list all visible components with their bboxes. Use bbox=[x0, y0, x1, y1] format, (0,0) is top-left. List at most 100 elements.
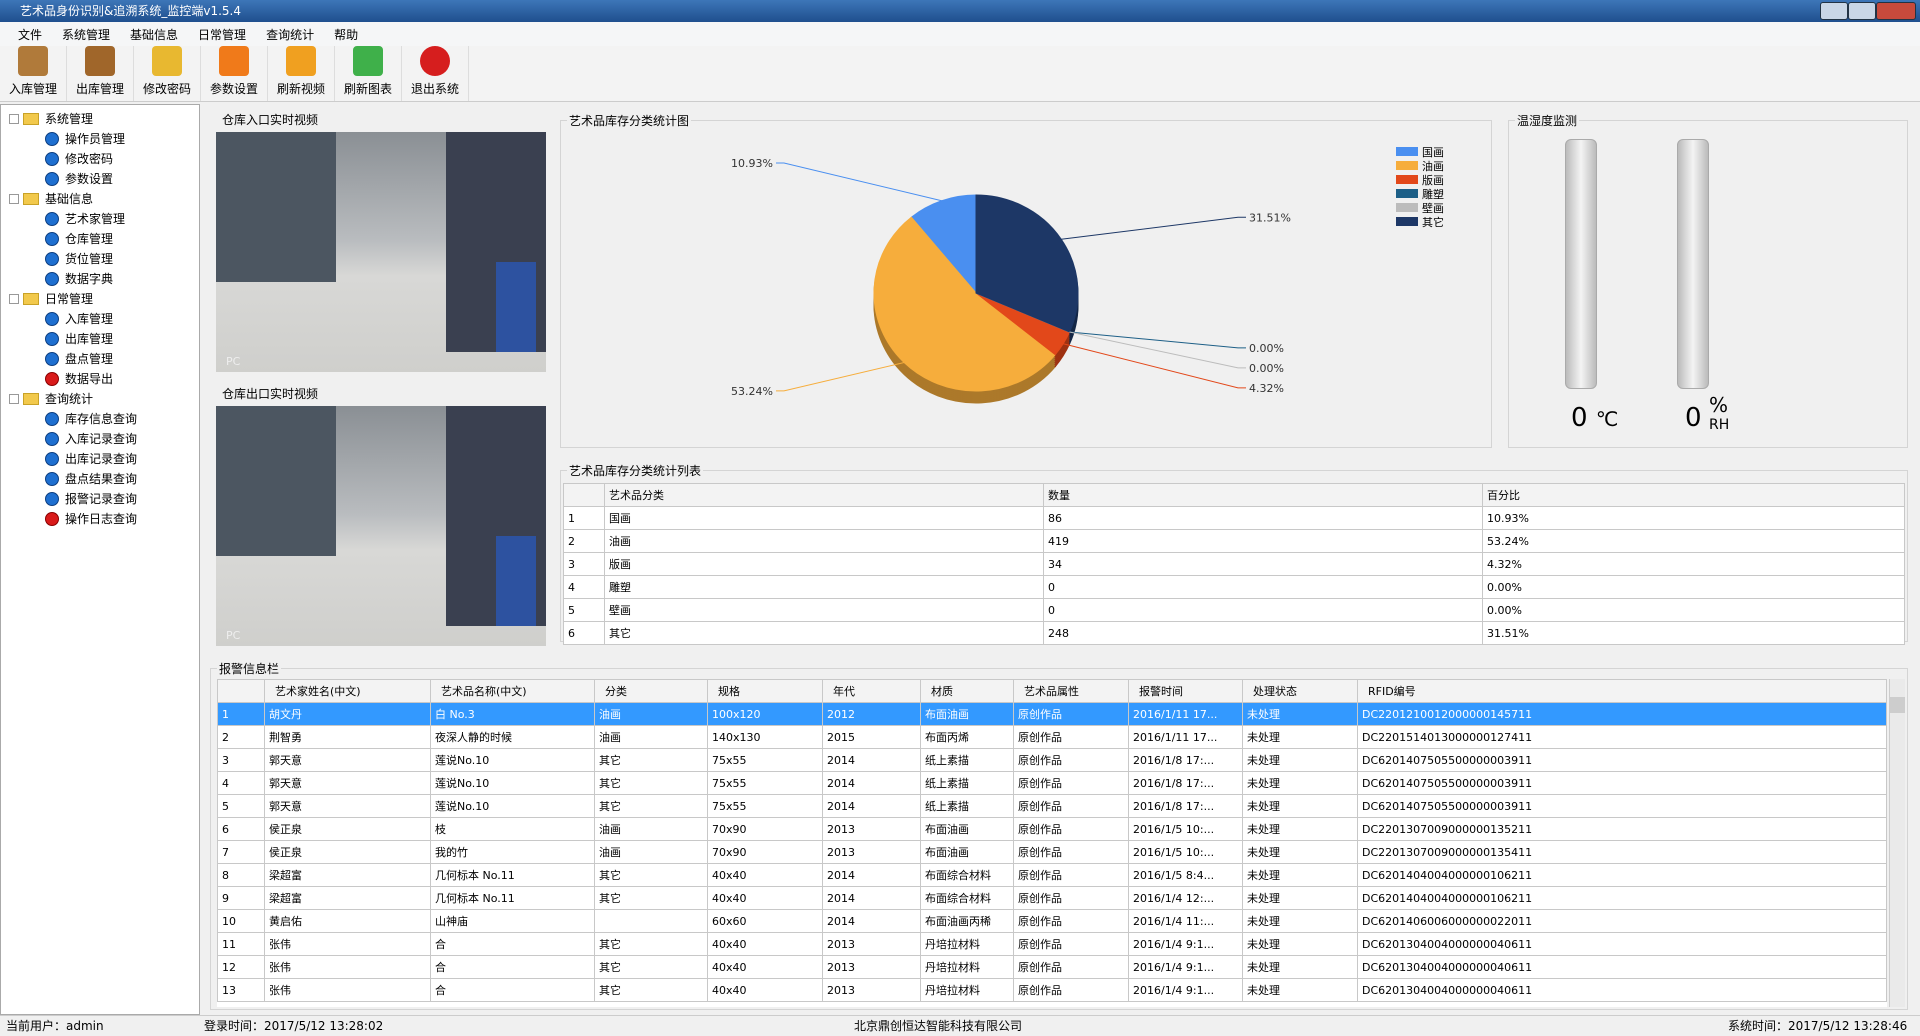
column-header[interactable]: 材质 bbox=[920, 679, 1014, 703]
tree-item[interactable]: 入库管理 bbox=[9, 309, 199, 329]
legend-swatch bbox=[1396, 161, 1418, 170]
alarm-row[interactable]: 2 荆智勇 夜深人静的时候 油画 140x130 2015 布面丙烯 原创作品 2016/1/1… bbox=[217, 725, 1887, 749]
alarm-row[interactable]: 12 张伟合其它 40x40 2013 丹培拉材料 原创作品 2016/1/4 9:1...… bbox=[217, 955, 1887, 979]
cell: 郭天意 bbox=[264, 794, 431, 818]
tree-item[interactable]: 数据导出 bbox=[9, 369, 199, 389]
close[interactable] bbox=[1876, 2, 1916, 20]
column-header[interactable]: 报警时间 bbox=[1128, 679, 1243, 703]
minimize[interactable] bbox=[1820, 2, 1848, 20]
menu-item[interactable]: 系统管理 bbox=[62, 27, 111, 42]
alarm-row[interactable]: 13 张伟合其它 40x40 2013 丹培拉材料 原创作品 2016/1/4 9:1...… bbox=[217, 978, 1887, 1002]
stats-row[interactable]: 1 国画 86 10.93% bbox=[563, 506, 1905, 530]
column-header[interactable]: 处理状态 bbox=[1242, 679, 1358, 703]
alarm-row[interactable]: 4 郭天意 莲说No.10 其它 75x55 2014 纸上素描 原创作品 2016/1/8 1… bbox=[217, 771, 1887, 795]
column-header[interactable]: 规格 bbox=[707, 679, 823, 703]
menu-item[interactable]: 文件 bbox=[18, 27, 43, 42]
tree-item[interactable]: 数据字典 bbox=[9, 269, 199, 289]
cell: 合 bbox=[430, 978, 595, 1002]
toolbar-icon bbox=[286, 46, 316, 76]
menu-item[interactable]: 日常管理 bbox=[198, 27, 247, 42]
alarm-row[interactable]: 7 侯正泉 我的竹 油画 70x90 2013 布面油画 原创作品 2016/1/5 10:..… bbox=[217, 840, 1887, 864]
tree-item[interactable]: 报警记录查询 bbox=[9, 489, 199, 509]
cell: DC6201407505500000003911 bbox=[1357, 748, 1887, 772]
item-icon bbox=[45, 232, 59, 246]
tree-item[interactable]: 入库记录查询 bbox=[9, 429, 199, 449]
stats-row[interactable]: 3 版画 34 4.32% bbox=[563, 552, 1905, 576]
stats-title: 艺术品库存分类统计列表 bbox=[567, 462, 704, 479]
tree-item[interactable]: 修改密码 bbox=[9, 149, 199, 169]
toolbar-label: 参数设置 bbox=[209, 82, 258, 96]
column-header[interactable]: 年代 bbox=[822, 679, 921, 703]
cell: 2016/1/5 10:... bbox=[1128, 817, 1243, 841]
column-header[interactable]: 分类 bbox=[594, 679, 708, 703]
alarm-row[interactable]: 5 郭天意 莲说No.10 其它 75x55 2014 纸上素描 原创作品 2016/1/8 1… bbox=[217, 794, 1887, 818]
tree-item[interactable]: 仓库管理 bbox=[9, 229, 199, 249]
menu-item[interactable]: 查询统计 bbox=[266, 27, 315, 42]
alarm-row[interactable]: 1 胡文丹白 No.3 油画 100x120 2012 布面油画 原创作品 2016/1/11… bbox=[217, 702, 1887, 726]
alarm-row[interactable]: 11 张伟合其它 40x40 2013 丹培拉材料 原创作品 2016/1/4 9:1...… bbox=[217, 932, 1887, 956]
video-feed: PC bbox=[216, 132, 546, 372]
column-header[interactable]: 艺术家姓名(中文) bbox=[264, 679, 431, 703]
tree-item[interactable]: 出库管理 bbox=[9, 329, 199, 349]
toolbar-button[interactable]: 出库管理 bbox=[67, 46, 134, 101]
tree-item[interactable]: 盘点管理 bbox=[9, 349, 199, 369]
column-header[interactable]: 百分比 bbox=[1482, 483, 1905, 507]
tree-item[interactable]: 库存信息查询 bbox=[9, 409, 199, 429]
cell: 胡文丹 bbox=[264, 702, 431, 726]
toolbar-button[interactable]: 修改密码 bbox=[134, 46, 201, 101]
tree-item[interactable]: 出库记录查询 bbox=[9, 449, 199, 469]
stats-row[interactable]: 2 油画 419 53.24% bbox=[563, 529, 1905, 553]
toolbar-button[interactable]: 刷新视频 bbox=[268, 46, 335, 101]
menu-item[interactable]: 基础信息 bbox=[130, 27, 179, 42]
tree-group[interactable]: 日常管理 bbox=[9, 289, 199, 309]
stats-row[interactable]: 4 雕塑 0 0.00% bbox=[563, 575, 1905, 599]
column-header[interactable]: 艺术品名称(中文) bbox=[430, 679, 595, 703]
scrollbar[interactable] bbox=[1889, 679, 1905, 1007]
scroll-thumb[interactable] bbox=[1890, 697, 1905, 713]
row-number: 10 bbox=[217, 909, 265, 933]
maximize[interactable] bbox=[1848, 2, 1876, 20]
cell: 53.24% bbox=[1482, 529, 1905, 553]
tree-item[interactable]: 操作日志查询 bbox=[9, 509, 199, 529]
row-number: 9 bbox=[217, 886, 265, 910]
menu-item[interactable]: 帮助 bbox=[334, 27, 359, 42]
column-header[interactable]: 艺术品分类 bbox=[604, 483, 1044, 507]
alarm-row[interactable]: 9 梁超富 几何标本 No.11 其它 40x40 2014 布面综合材料 原创作品 2016/… bbox=[217, 886, 1887, 910]
item-icon bbox=[45, 172, 59, 186]
column-header[interactable]: 数量 bbox=[1043, 483, 1483, 507]
cell: 原创作品 bbox=[1013, 771, 1129, 795]
alarm-row[interactable]: 8 梁超富 几何标本 No.11 其它 40x40 2014 布面综合材料 原创作品 2016/… bbox=[217, 863, 1887, 887]
toolbar-button[interactable]: 退出系统 bbox=[402, 46, 469, 101]
toolbar-button[interactable]: 参数设置 bbox=[201, 46, 268, 101]
tree-item[interactable]: 艺术家管理 bbox=[9, 209, 199, 229]
slice-label: 10.93% bbox=[731, 157, 773, 170]
tree-item-label: 盘点结果查询 bbox=[65, 472, 138, 486]
tree-item[interactable]: 参数设置 bbox=[9, 169, 199, 189]
alarm-row[interactable]: 10 黄启佑 山神庙 60x60 2014 布面油画丙稀 原创作品 2016/1/4 11:.… bbox=[217, 909, 1887, 933]
tree-group[interactable]: 系统管理 bbox=[9, 109, 199, 129]
cell: 70x90 bbox=[707, 817, 823, 841]
tree-item[interactable]: 货位管理 bbox=[9, 249, 199, 269]
tree-group[interactable]: 基础信息 bbox=[9, 189, 199, 209]
cell: 丹培拉材料 bbox=[920, 932, 1014, 956]
item-icon bbox=[45, 372, 59, 386]
cell: 未处理 bbox=[1242, 932, 1358, 956]
column-header[interactable]: RFID编号 bbox=[1357, 679, 1887, 703]
cell: 原创作品 bbox=[1013, 702, 1129, 726]
stats-row[interactable]: 5 壁画 0 0.00% bbox=[563, 598, 1905, 622]
item-icon bbox=[45, 132, 59, 146]
row-number: 2 bbox=[217, 725, 265, 749]
cell: 郭天意 bbox=[264, 771, 431, 795]
alarm-row[interactable]: 3 郭天意 莲说No.10 其它 75x55 2014 纸上素描 原创作品 2016/1/8 1… bbox=[217, 748, 1887, 772]
stats-row[interactable]: 6 其它 248 31.51% bbox=[563, 621, 1905, 645]
cell: 原创作品 bbox=[1013, 955, 1129, 979]
toolbar-button[interactable]: 入库管理 bbox=[0, 46, 67, 101]
folder-icon bbox=[23, 113, 39, 125]
tree-item[interactable]: 盘点结果查询 bbox=[9, 469, 199, 489]
alarm-row[interactable]: 6 侯正泉枝油画 70x90 2013 布面油画 原创作品 2016/1/5 10:... 未… bbox=[217, 817, 1887, 841]
toolbar-button[interactable]: 刷新图表 bbox=[335, 46, 402, 101]
column-header[interactable]: 艺术品属性 bbox=[1013, 679, 1129, 703]
tree-item[interactable]: 操作员管理 bbox=[9, 129, 199, 149]
tree-group[interactable]: 查询统计 bbox=[9, 389, 199, 409]
cell: 山神庙 bbox=[430, 909, 595, 933]
